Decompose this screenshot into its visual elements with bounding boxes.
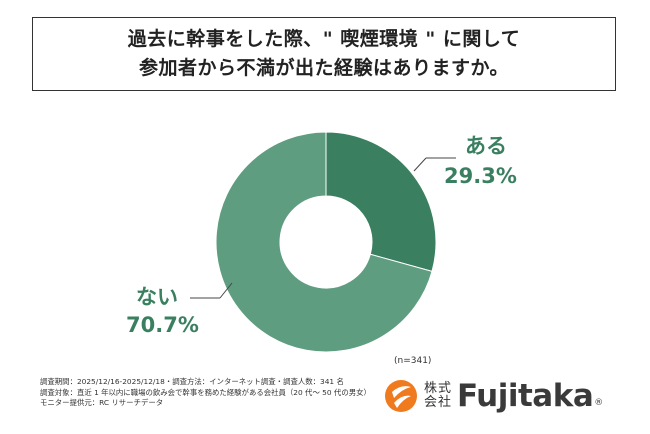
slice-nai (215, 131, 433, 353)
footnote-line-1: 調査期間：2025/12/16-2025/12/18・調査方法：インターネット調… (40, 377, 344, 386)
company-logo: 株式 会社 Fujitaka ® (384, 378, 603, 414)
registered-mark: ® (594, 398, 604, 408)
slice-value-aru: 29.3% (444, 164, 517, 188)
leader-line-nai (219, 282, 233, 299)
leader-line-aru (413, 157, 427, 172)
slice-value-nai: 70.7% (126, 313, 199, 337)
sample-size-note: (n=341) (394, 356, 432, 366)
slice-label-nai: ない (136, 285, 178, 309)
survey-footnote: 調査期間：2025/12/16-2025/12/18・調査方法：インターネット調… (40, 377, 371, 409)
footnote-line-2: 調査対象：直近 1 年以内に職場の飲み会で幹事を務めた経験がある会社員（20 代… (40, 387, 371, 397)
slice-aru (325, 131, 437, 272)
title-box: 過去に幹事をした際、" 喫煙環境 " に関して 参加者から不満が出た経験はありま… (32, 17, 616, 91)
slice-label-aru: ある (465, 134, 507, 158)
logo-kanji: 株式 会社 (424, 382, 452, 410)
logo-kanji-bottom: 会社 (424, 395, 453, 410)
logo-wordmark: Fujitaka (457, 378, 594, 414)
title-line-2: 参加者から不満が出た経験はありますか。 (138, 57, 510, 79)
footnote-line-3: モニター提供元：RC リサーチデータ (40, 398, 164, 407)
logo-kanji-top: 株式 (424, 381, 453, 396)
title-line-1: 過去に幹事をした際、" 喫煙環境 " に関して (127, 28, 521, 50)
fujitaka-flame-icon (385, 380, 417, 412)
